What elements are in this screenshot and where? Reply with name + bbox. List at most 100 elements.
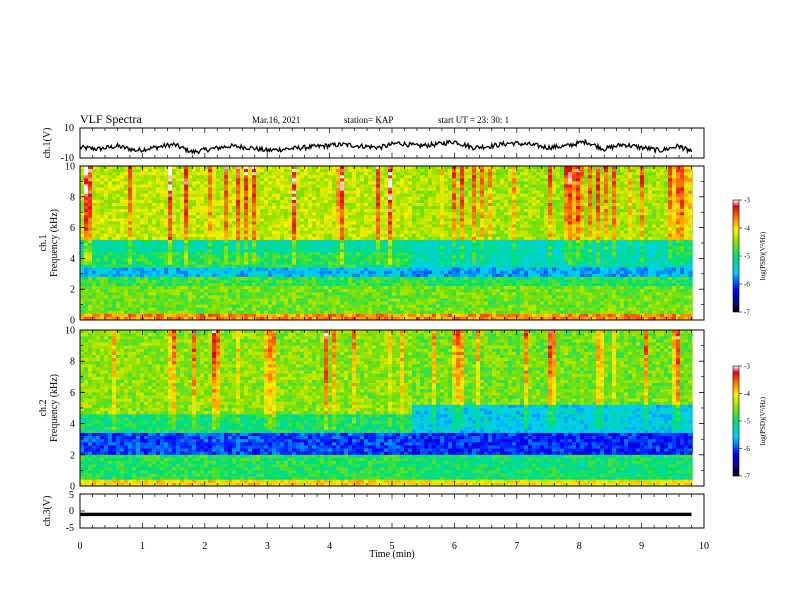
ch1-spec-cell [360, 313, 365, 318]
ch1-spec-cell [324, 215, 329, 219]
ch1-spec-cell [408, 249, 413, 253]
ch1-spec-cell [220, 190, 225, 195]
ch1-spec-cell [144, 279, 149, 284]
ch1-spec-cell [328, 178, 333, 182]
ch1-spec-cell [296, 172, 301, 176]
ch1-spec-cell [436, 230, 441, 235]
ch1-spec-cell [412, 227, 417, 231]
ch1-spec-cell [92, 289, 97, 293]
ch1-spec-cell [260, 221, 265, 225]
ch1-spec-cell [248, 313, 253, 318]
ch1-spec-cell [420, 230, 425, 235]
ch1-spec-cell [468, 215, 473, 219]
ch1-spec-cell [232, 175, 237, 179]
ch1-spec-cell [180, 169, 185, 173]
ch1-spec-cell [324, 212, 329, 216]
ch1-spec-cell [164, 184, 169, 188]
ch1-spec-cell [292, 313, 297, 318]
ch1-spec-cell [276, 169, 281, 173]
ch1-spec-cell [184, 316, 189, 321]
ch1-spec-cell [328, 233, 333, 238]
ch1-spec-cell [392, 289, 397, 293]
ch1-spec-cell [228, 193, 233, 198]
ch1-spec-cell [100, 193, 105, 198]
ch1-spec-cell [384, 236, 389, 241]
ch1-spec-cell [392, 187, 397, 191]
ch1-spec-cell [104, 206, 109, 210]
ch1-spec-cell [220, 236, 225, 241]
ch1-spec-cell [308, 218, 313, 222]
ch1-spec-cell [132, 307, 137, 312]
ch1-spec-cell [456, 249, 461, 253]
ch1-spec-cell [96, 178, 101, 182]
ch1-spec-cell [352, 206, 357, 210]
ch1-spec-cell [444, 261, 449, 265]
ch1-spec-cell [336, 276, 341, 281]
ch1-spec-cell [96, 187, 101, 191]
ch1-spec-cell [180, 221, 185, 225]
ch1-ytick-bottom: -10 [61, 153, 74, 164]
ch1-spec-cell [220, 316, 225, 321]
ch1-spec-cell [244, 196, 249, 201]
ch1-spec-cell [244, 276, 249, 281]
ch1-spec-cell [344, 172, 349, 176]
ch1-spec-cell [264, 295, 269, 299]
ch1-spec-cell [252, 166, 257, 170]
ch1-spec-cell [268, 209, 273, 213]
ch1-spec-cell [348, 295, 353, 299]
ch1-spec-cell [400, 175, 405, 179]
ch1-spec-cell [444, 227, 449, 231]
ch1-spec-cell [388, 175, 393, 179]
ch1-spec-cell [292, 239, 297, 244]
ch1-spec-cell [172, 175, 177, 179]
ch1-spec-cell [248, 298, 253, 302]
ch1-spec-cell [148, 166, 153, 170]
ch1-spec-cell [268, 295, 273, 299]
ch1-spec-cell [184, 181, 189, 185]
ch1-spec-cell [212, 199, 217, 204]
ch1-spec-cell [112, 221, 117, 225]
ch1-spec-cell [248, 264, 253, 268]
ch1-spec-cell [296, 236, 301, 241]
ch1-spec-cell [320, 246, 325, 250]
ch1-spec-cell [356, 178, 361, 182]
ch1-spec-cell [136, 224, 141, 228]
ch1-spec-cell [324, 166, 329, 170]
ch1-spec-cell [100, 258, 105, 262]
ch1-spec-cell [452, 193, 457, 198]
ch1-spec-cell [160, 307, 165, 312]
ch1-spec-cell [208, 310, 213, 315]
ch1-spec-cell [252, 243, 257, 247]
ch1-spec-cell [124, 252, 129, 256]
ch1-spec-cell [352, 196, 357, 201]
ch1-spec-cell [284, 239, 289, 244]
ch1-spec-cell [388, 233, 393, 238]
ch1-spec-cell [320, 221, 325, 225]
ch1-spec-cell [444, 292, 449, 296]
ch1-spec-cell [204, 316, 209, 321]
ch1-spec-cell [88, 307, 93, 312]
ch1-spec-cell [160, 239, 165, 244]
ch1-spec-cell [116, 273, 121, 278]
ch1-spec-cell [440, 227, 445, 231]
ch1-spec-cell [220, 313, 225, 318]
ch1-spec-cell [188, 298, 193, 302]
ch1-spec-cell [260, 286, 265, 290]
ch1-spec-cell [128, 175, 133, 179]
ch1-spec-cell [80, 236, 85, 241]
ch1-spec-cell [448, 184, 453, 188]
ch1-spec-cell [464, 187, 469, 191]
ch1-spec-cell [144, 289, 149, 293]
ch1-spec-cell [320, 252, 325, 256]
ch1-spec-cell [344, 243, 349, 247]
ch1-spec-cell [452, 175, 457, 179]
ch1-spec-cell [380, 196, 385, 201]
ch1-spec-cell [164, 255, 169, 259]
ch1-spec-cell [84, 310, 89, 315]
ch1-spec-cell [196, 286, 201, 290]
ch1-spec-cell [468, 224, 473, 228]
ch1-spec-cell [244, 230, 249, 235]
ch1-spec-cell [128, 310, 133, 315]
ch1-spec-cell [232, 187, 237, 191]
ch1-spec-cell [224, 230, 229, 235]
